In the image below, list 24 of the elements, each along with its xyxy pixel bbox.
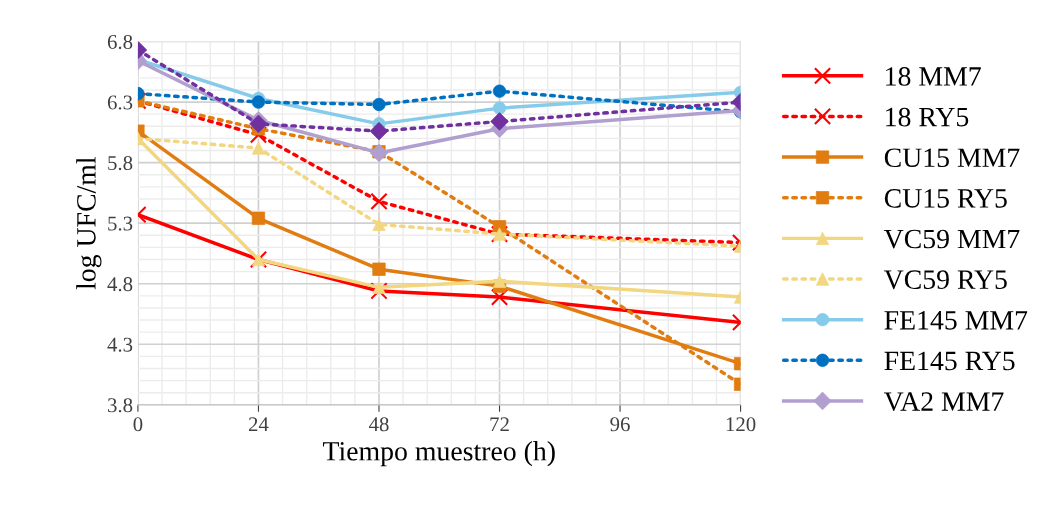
legend-label: FE145 MM7 — [884, 311, 1028, 330]
x-axis-title: Tiempo muestreo (h) — [323, 441, 555, 467]
legend-label: 18 RY5 — [886, 107, 969, 127]
y-tick-label: 4.8 — [107, 277, 133, 292]
legend-label: VA2 MM7 — [883, 392, 1004, 412]
legend-label: 18 MM7 — [886, 67, 981, 86]
x-tick-label: 48 — [368, 417, 389, 432]
x-tick-label: 72 — [490, 417, 509, 432]
y-tick-label: 4.3 — [107, 337, 133, 352]
y-tick-label: 5.3 — [108, 216, 133, 231]
legend-label: FE145 RY5 — [884, 351, 1015, 371]
y-tick-label: 5.8 — [108, 155, 133, 171]
x-tick-label: 24 — [248, 417, 269, 432]
y-tick-label: 6.8 — [107, 34, 133, 50]
y-tick-label: 3.8 — [108, 398, 133, 413]
x-tick-label: 120 — [726, 417, 756, 432]
legend-label: VC59 RY5 — [883, 270, 1007, 290]
x-tick-label: 0 — [133, 417, 143, 432]
legend-label: VC59 MM7 — [883, 229, 1020, 249]
y-tick-label: 6.3 — [107, 95, 133, 110]
legend-label: CU15 MM7 — [884, 148, 1020, 168]
legend-label: CU15 RY5 — [884, 189, 1007, 208]
y-axis-title: log UFC/ml — [76, 156, 102, 290]
x-tick-label: 96 — [610, 417, 630, 432]
